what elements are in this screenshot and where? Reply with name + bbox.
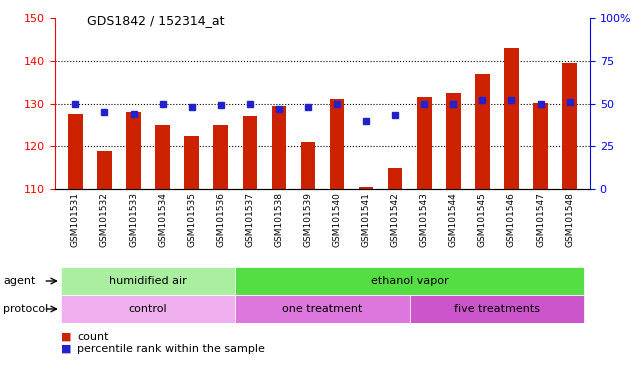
Bar bbox=[155, 125, 170, 189]
Text: agent: agent bbox=[3, 276, 36, 286]
Text: percentile rank within the sample: percentile rank within the sample bbox=[78, 344, 265, 354]
Bar bbox=[533, 104, 548, 189]
Text: five treatments: five treatments bbox=[454, 304, 540, 314]
Bar bbox=[68, 114, 83, 189]
Bar bbox=[446, 93, 461, 189]
Text: protocol: protocol bbox=[3, 304, 49, 314]
Bar bbox=[562, 63, 577, 189]
Bar bbox=[126, 112, 141, 189]
Text: ethanol vapor: ethanol vapor bbox=[371, 276, 449, 286]
Bar bbox=[301, 142, 315, 189]
Bar bbox=[97, 151, 112, 189]
Bar bbox=[410, 295, 584, 323]
Bar bbox=[61, 295, 235, 323]
Bar bbox=[213, 125, 228, 189]
Bar bbox=[242, 116, 257, 189]
Bar bbox=[185, 136, 199, 189]
Bar bbox=[475, 74, 490, 189]
Bar bbox=[235, 267, 584, 295]
Text: humidified air: humidified air bbox=[109, 276, 187, 286]
Bar bbox=[359, 187, 374, 189]
Bar bbox=[61, 267, 235, 295]
Bar bbox=[235, 295, 410, 323]
Bar bbox=[388, 168, 403, 189]
Text: one treatment: one treatment bbox=[282, 304, 363, 314]
Bar bbox=[329, 99, 344, 189]
Bar bbox=[504, 48, 519, 189]
Bar bbox=[272, 106, 286, 189]
Text: GDS1842 / 152314_at: GDS1842 / 152314_at bbox=[87, 14, 224, 27]
Bar bbox=[417, 97, 431, 189]
Text: count: count bbox=[78, 332, 109, 342]
Text: ■: ■ bbox=[62, 332, 72, 342]
Text: ■: ■ bbox=[62, 344, 72, 354]
Text: control: control bbox=[129, 304, 167, 314]
